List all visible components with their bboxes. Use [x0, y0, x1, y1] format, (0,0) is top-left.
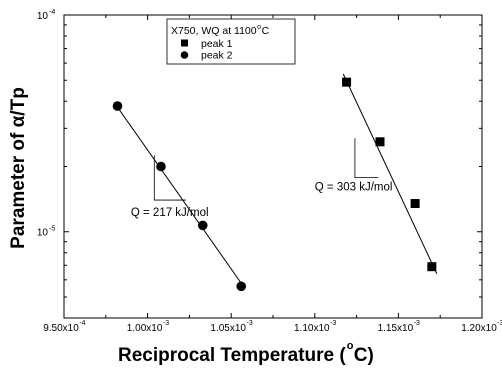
legend-title-degree: o: [257, 24, 261, 31]
x-tick-exponent: -3: [163, 320, 169, 327]
x-axis-title-unit: C): [354, 345, 374, 366]
x-axis-title: Reciprocal Temperature (: [118, 345, 346, 366]
slope-triangle: [153, 155, 187, 201]
data-point-square: [375, 137, 385, 147]
legend-marker-circle: [180, 51, 189, 59]
legend-label-peak-1: peak 1: [201, 38, 233, 50]
activation-energy-label: Q = 217 kJ/mol: [131, 207, 209, 219]
legend-label-peak-2: peak 2: [201, 50, 233, 62]
data-point-circle: [112, 101, 123, 111]
x-tick-exponent: -3: [414, 320, 420, 327]
data-point-circle: [197, 220, 208, 231]
x-axis-title-degree: o: [347, 340, 354, 352]
fit-line-peak-2: [113, 102, 245, 289]
y-tick-label: 10: [37, 11, 49, 22]
y-axis-title: Parameter of α/Tp: [8, 87, 29, 249]
data-point-square: [410, 198, 420, 208]
legend-title: X750, WQ at 1100: [171, 25, 257, 37]
x-tick-exponent: -3: [330, 320, 336, 327]
legend-box: [166, 18, 296, 65]
x-tick-exponent: -4: [79, 320, 85, 327]
y-tick-exponent: -4: [49, 9, 55, 16]
data-point-square: [342, 77, 352, 87]
plot-group: 9.50x10 -4 1.00x10 -3 1.05x10 -3 1.10x10 -3 1.15…: [8, 9, 502, 366]
x-tick-exponent: -3: [497, 320, 502, 327]
fit-line-peak-1: [342, 73, 438, 274]
y-tick-exponent: -5: [49, 226, 55, 233]
slope-triangle: [354, 138, 379, 178]
x-tick-label: 1.10x10: [294, 323, 330, 334]
legend-title-unit: C: [262, 25, 270, 37]
x-tick-label: 1.05x10: [210, 323, 246, 334]
activation-energy-label: Q = 303 kJ/mol: [315, 181, 393, 193]
x-tick-exponent: -3: [246, 320, 252, 327]
data-point-square: [427, 262, 437, 272]
y-tick-label: 10: [37, 228, 49, 239]
legend-marker-square: [181, 39, 188, 47]
x-tick-label: 1.00x10: [127, 323, 163, 334]
data-point-circle: [156, 161, 166, 172]
x-tick-label: 1.15x10: [378, 323, 414, 334]
x-tick-label: 9.50x10: [43, 323, 79, 334]
x-tick-label: 1.20x10: [461, 323, 497, 334]
data-point-circle: [236, 281, 247, 292]
